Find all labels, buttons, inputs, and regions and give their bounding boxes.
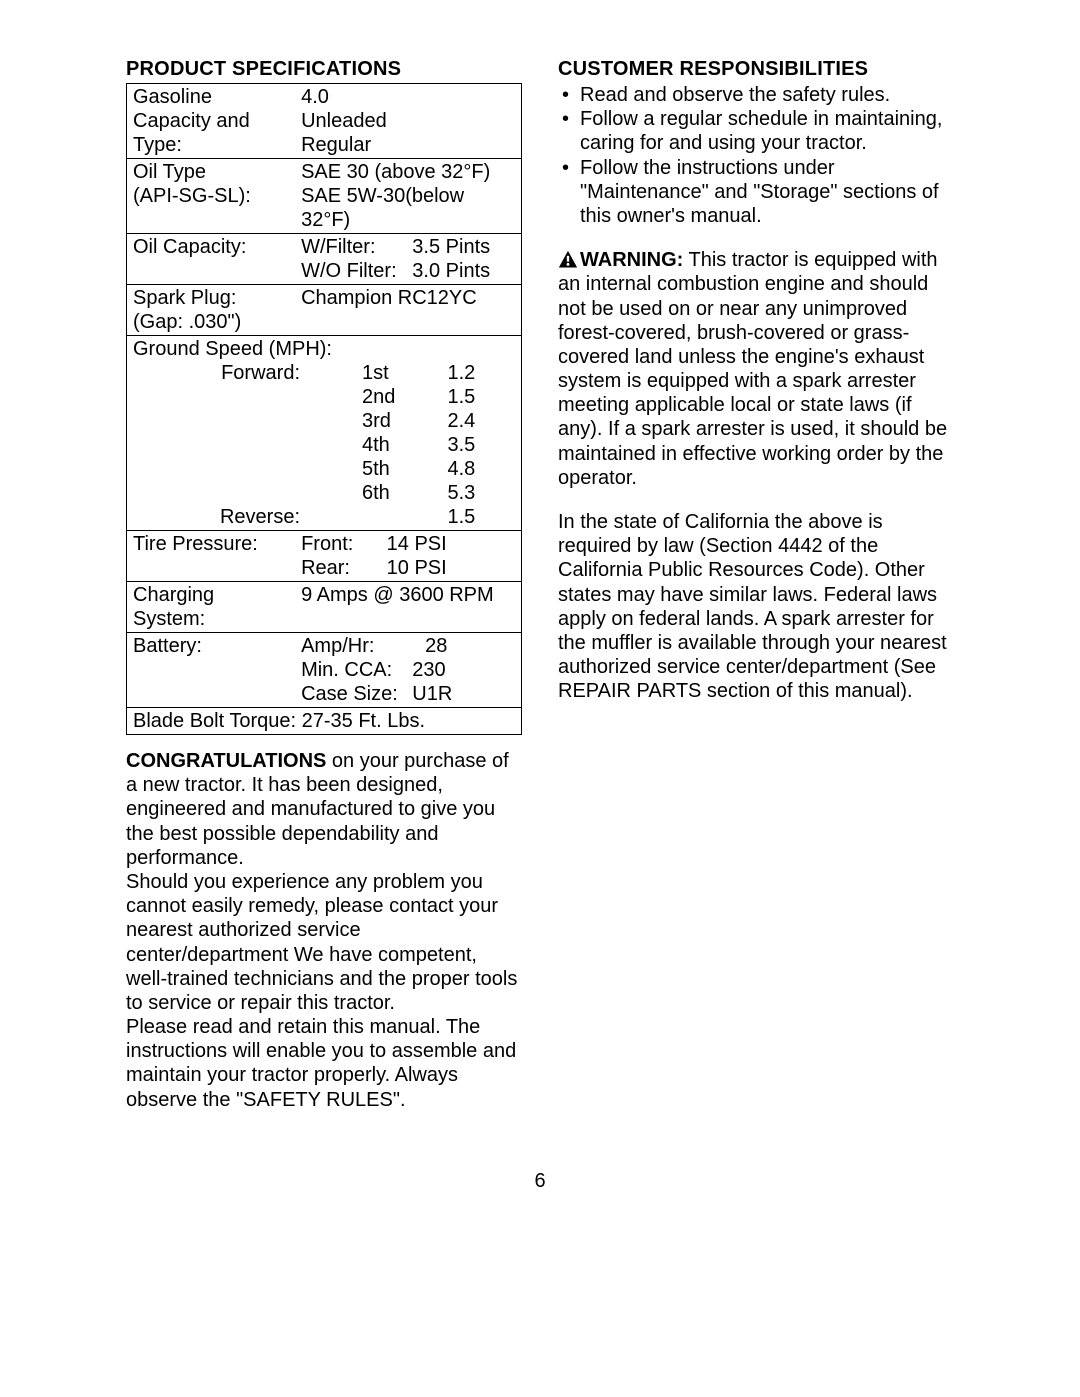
spec-row-gasoline: Gasoline Capacity and Type: 4.0 Unleaded… bbox=[127, 84, 521, 159]
warning-block: WARNING: This tractor is equipped with a… bbox=[558, 248, 954, 703]
spec-row-oil-capacity: Oil Capacity: W/Filter:3.5 Pints W/O Fil… bbox=[127, 234, 521, 285]
spec-row-ground-speed: Ground Speed (MPH): Forward:1st1.2 2nd1.… bbox=[127, 336, 521, 531]
spec-row-charging: Charging System: 9 Amps @ 3600 RPM bbox=[127, 582, 521, 633]
spec-row-spark-plug: Spark Plug: (Gap: .030") Champion RC12YC bbox=[127, 285, 521, 336]
spec-value: 4.0 Unleaded Regular bbox=[301, 85, 515, 157]
congratulations-label: CONGRATULATIONS bbox=[126, 750, 326, 772]
right-column: CUSTOMER RESPONSIBILITIES Read and obser… bbox=[558, 58, 954, 1397]
spec-row-oil-type: Oil Type (API-SG-SL): SAE 30 (above 32°F… bbox=[127, 159, 521, 234]
list-item: Follow a regular schedule in maintaining… bbox=[558, 107, 954, 155]
list-item: Follow the instructions under "Maintenan… bbox=[558, 156, 954, 229]
left-body-text: CONGRATULATIONS on your purchase of a ne… bbox=[126, 749, 522, 1112]
customer-resp-heading: CUSTOMER RESPONSIBILITIES bbox=[558, 58, 954, 81]
spec-label: Gasoline Capacity and Type: bbox=[133, 85, 301, 157]
list-item: Read and observe the safety rules. bbox=[558, 83, 954, 107]
specs-table: Gasoline Capacity and Type: 4.0 Unleaded… bbox=[126, 83, 522, 735]
spec-row-blade-bolt: Blade Bolt Torque: 27-35 Ft. Lbs. bbox=[127, 708, 521, 734]
left-column: PRODUCT SPECIFICATIONS Gasoline Capacity… bbox=[126, 58, 522, 1397]
warning-label: WARNING: bbox=[580, 249, 683, 271]
spec-row-tire-pressure: Tire Pressure: Front:14 PSI Rear:10 PSI bbox=[127, 531, 521, 582]
responsibilities-list: Read and observe the safety rules. Follo… bbox=[558, 83, 954, 228]
page-number: 6 bbox=[0, 1170, 1080, 1193]
product-specs-heading: PRODUCT SPECIFICATIONS bbox=[126, 58, 522, 81]
spec-row-battery: Battery: Amp/Hr:28 Min. CCA:230 Case Siz… bbox=[127, 633, 521, 708]
warning-icon bbox=[558, 250, 578, 268]
